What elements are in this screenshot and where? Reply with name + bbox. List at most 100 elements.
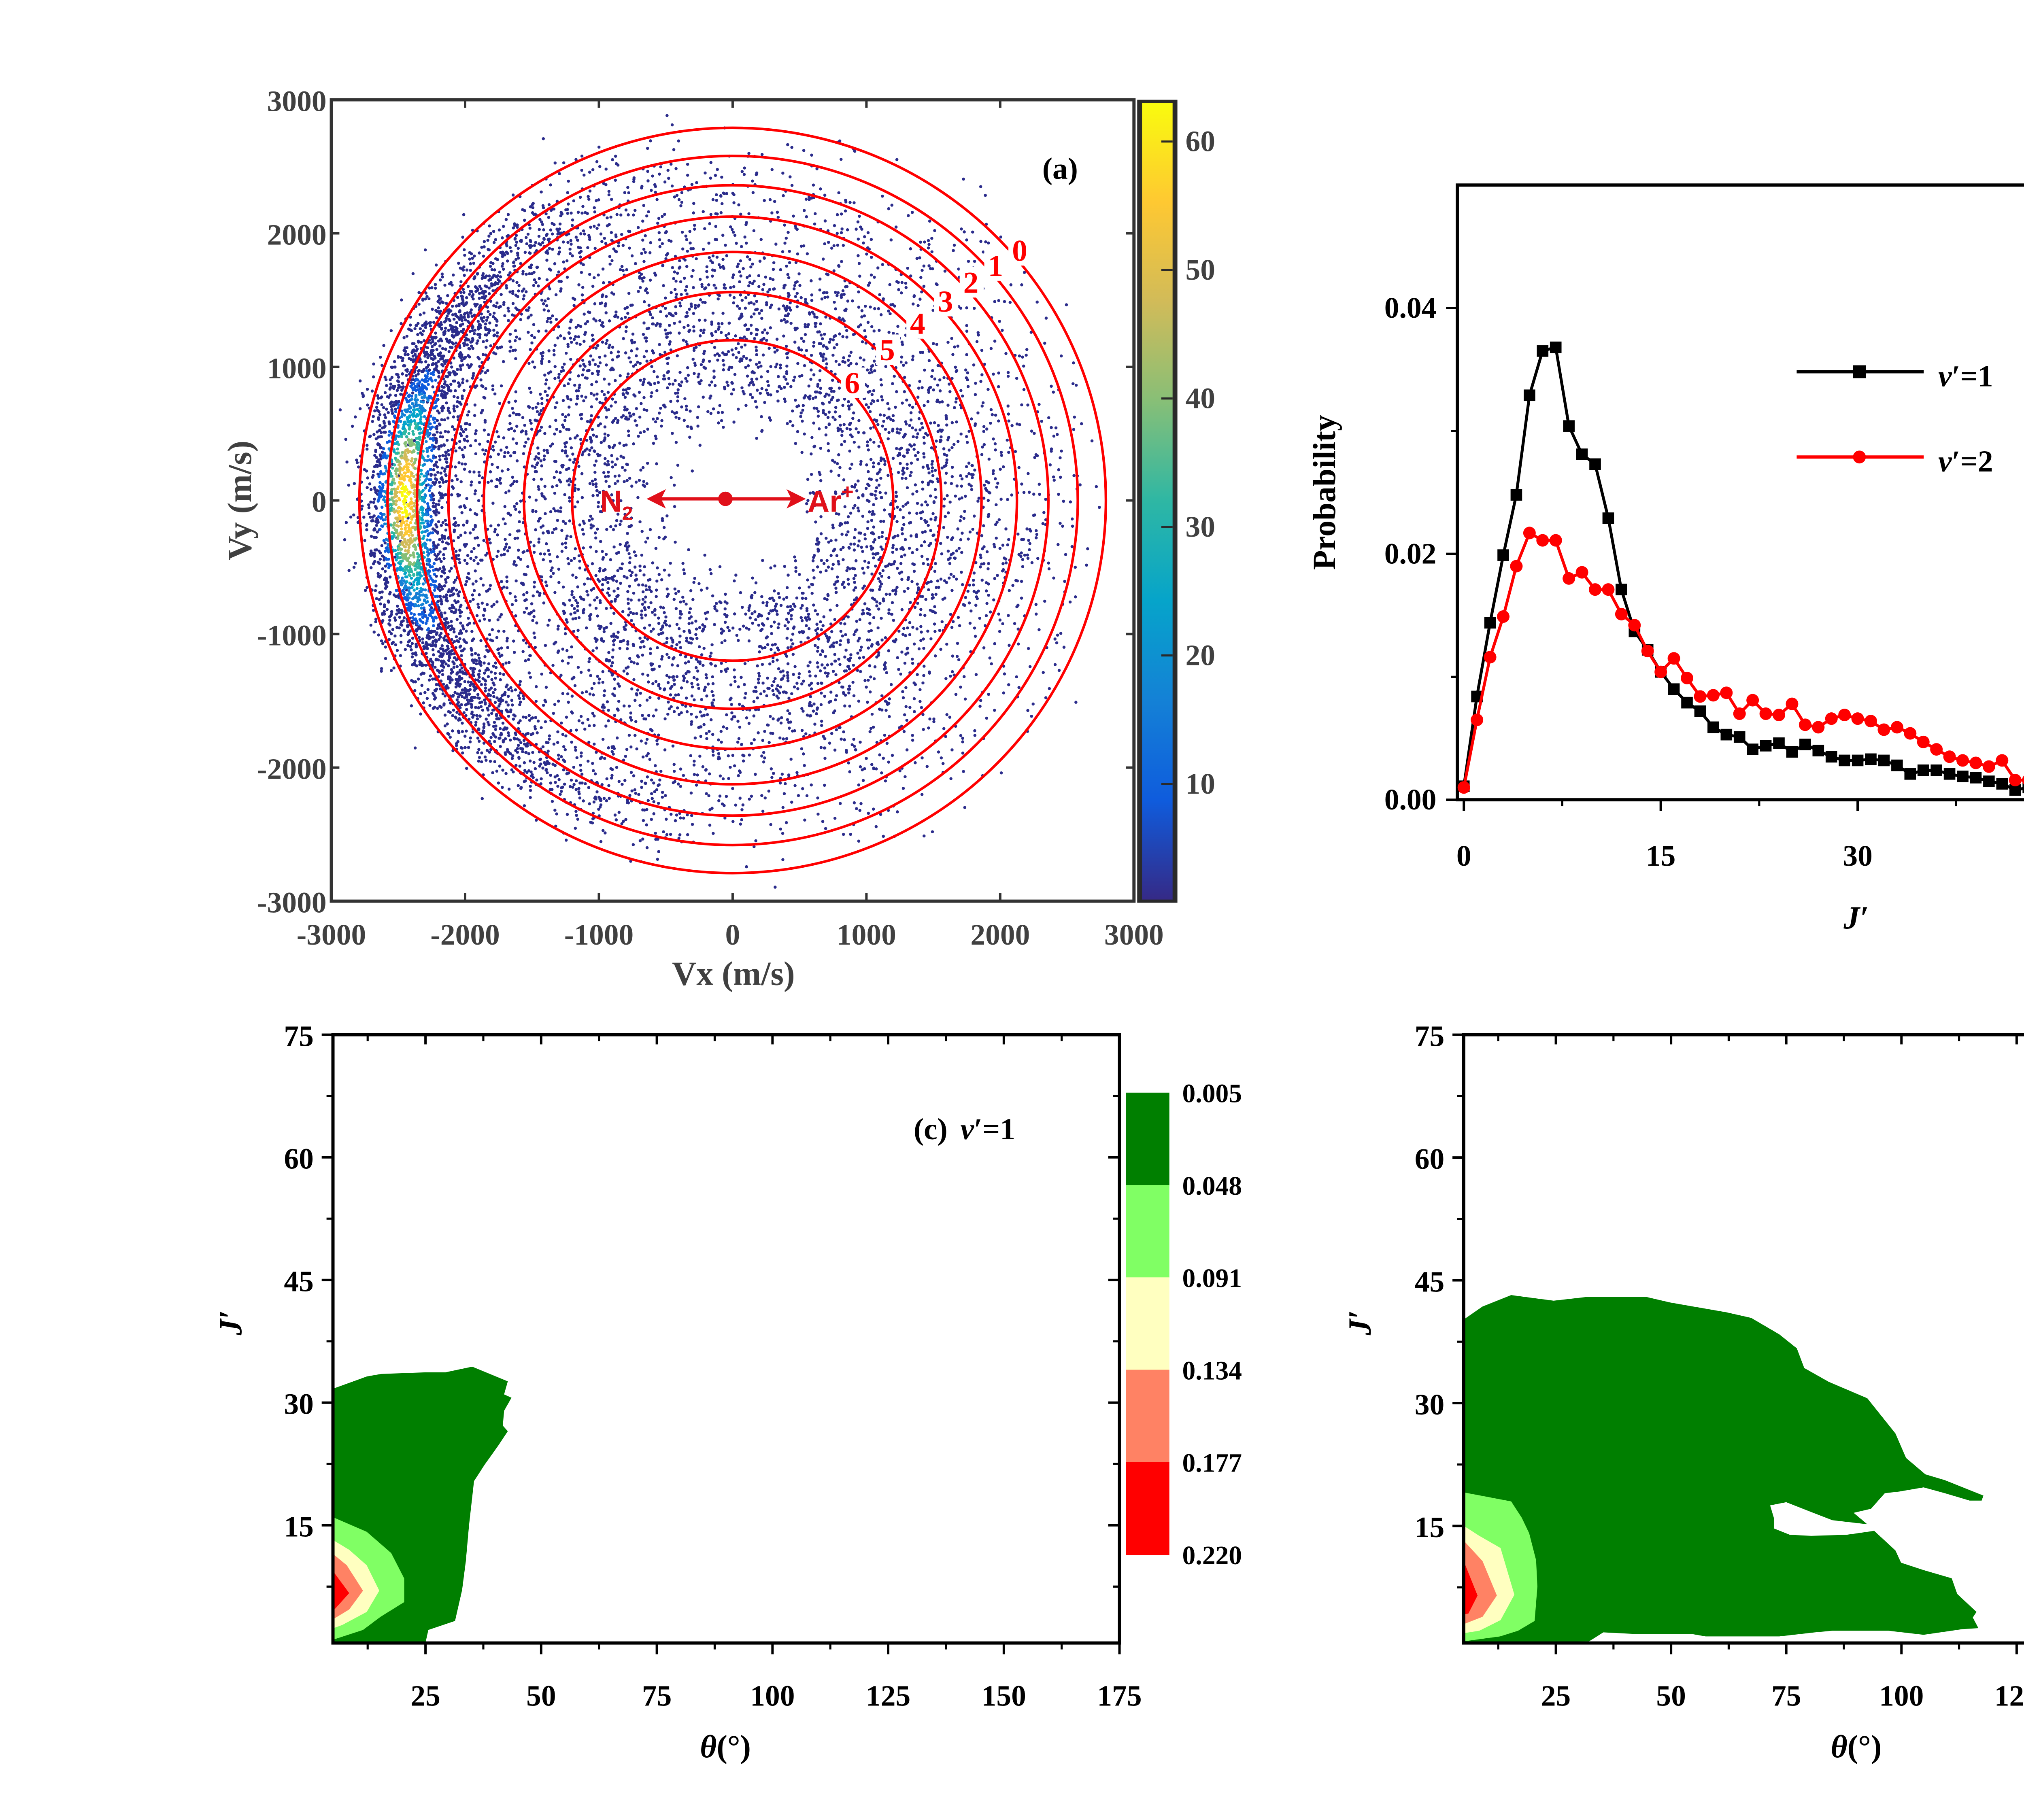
scatter-point [521, 429, 524, 433]
scatter-point [682, 572, 686, 575]
scatter-point [512, 505, 516, 508]
scatter-point [700, 653, 704, 656]
scatter-point [621, 466, 624, 469]
scatter-point [778, 596, 781, 599]
scatter-point [835, 728, 838, 731]
scatter-point [693, 577, 696, 580]
scatter-point [537, 485, 540, 488]
scatter-point [580, 691, 584, 694]
scatter-point [648, 696, 652, 699]
scatter-point [830, 663, 833, 666]
scatter-point [694, 346, 698, 349]
scatter-point [678, 259, 681, 262]
scatter-point [653, 790, 656, 794]
scatter-point [915, 435, 918, 439]
scatter-point [639, 692, 642, 695]
scatter-point [776, 210, 779, 214]
scatter-point [542, 302, 545, 306]
scatter-point [1052, 475, 1055, 479]
scatter-point [591, 517, 594, 521]
scatter-point [777, 592, 780, 595]
scatter-point [567, 562, 570, 565]
scatter-point [943, 452, 946, 456]
scatter-point [768, 662, 772, 666]
scatter-point [542, 601, 546, 605]
scatter-point [1006, 543, 1010, 547]
scatter-point [612, 545, 616, 549]
scatter-point [829, 469, 833, 473]
scatter-point [591, 285, 595, 288]
scatter-point [557, 373, 561, 376]
scatter-point [460, 511, 463, 514]
scatter-point [1026, 404, 1029, 407]
scatter-point [571, 452, 574, 456]
scatter-point [912, 681, 916, 685]
scatter-point [944, 481, 947, 485]
scatter-point [904, 477, 908, 480]
scatter-point [996, 482, 999, 485]
scatter-point [638, 275, 642, 278]
scatter-point [931, 308, 935, 312]
scatter-point [658, 343, 661, 346]
scatter-point [791, 652, 795, 656]
scatter-point [613, 687, 617, 690]
scatter-point [870, 365, 874, 368]
scatter-point [786, 662, 790, 665]
scatter-point [674, 819, 677, 822]
scatter-point [684, 289, 687, 292]
scatter-point [968, 530, 972, 534]
scatter-point [952, 244, 956, 247]
scatter-point [646, 578, 650, 582]
scatter-point [649, 630, 653, 633]
scatter-point [595, 370, 599, 373]
scatter-point [619, 268, 622, 272]
scatter-point [816, 682, 820, 685]
scatter-point [638, 479, 641, 482]
scatter-point [929, 542, 932, 545]
scatter-point [950, 465, 954, 469]
scatter-point [624, 544, 627, 548]
scatter-point [906, 626, 909, 630]
scatter-point [661, 624, 665, 628]
scatter-point [896, 505, 899, 509]
scatter-point [625, 306, 629, 309]
scatter-point [848, 546, 851, 550]
scatter-point [642, 483, 645, 487]
scatter-point [599, 840, 603, 843]
scatter-point [961, 583, 964, 586]
scatter-point [911, 657, 914, 661]
scatter-point [916, 501, 919, 505]
scatter-point [586, 593, 590, 597]
scatter-point [912, 443, 916, 446]
scatter-point [989, 408, 993, 412]
scatter-point [965, 353, 968, 357]
scatter-point [939, 439, 943, 442]
scatter-point [897, 668, 900, 671]
scatter-point [594, 536, 597, 539]
scatter-point [818, 490, 821, 493]
scatter-point [880, 496, 884, 499]
scatter-point [1044, 498, 1047, 501]
scatter-point [912, 563, 916, 566]
scatter-point [779, 604, 783, 607]
scatter-point [815, 632, 819, 635]
scatter-point [810, 582, 813, 586]
scatter-point [912, 435, 915, 438]
scatter-point [927, 524, 930, 527]
scatter-point [833, 410, 837, 414]
scatter-point [608, 344, 612, 347]
scatter-point [682, 325, 686, 329]
scatter-point [489, 541, 492, 545]
scatter-point [607, 587, 610, 590]
scatter-point [740, 808, 744, 811]
scatter-point [810, 299, 814, 302]
scatter-point [714, 212, 717, 215]
scatter-point [1044, 316, 1048, 320]
scatter-point [1029, 331, 1033, 334]
scatter-point [915, 627, 919, 631]
scatter-point [846, 658, 850, 661]
scatter-point [650, 663, 653, 667]
scatter-point [685, 292, 689, 296]
scatter-point [629, 711, 633, 715]
scatter-point [603, 237, 606, 240]
